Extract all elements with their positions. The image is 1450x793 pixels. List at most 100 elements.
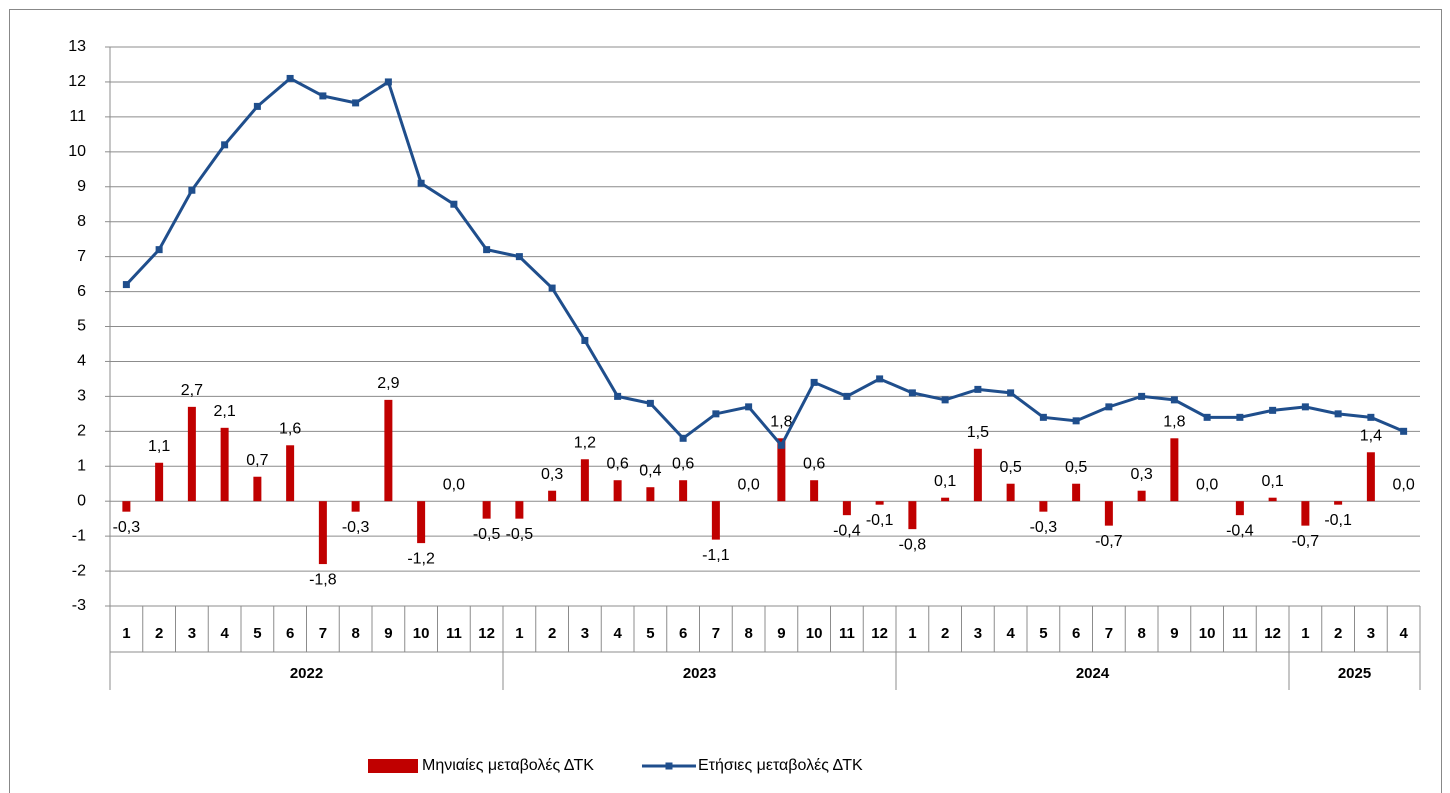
line-marker [1334,410,1342,418]
y-tick-label: -3 [72,597,86,614]
data-label: 0,0 [738,476,760,493]
data-label: 2,9 [377,375,399,392]
bar [417,501,426,544]
line-marker [1367,413,1375,421]
bar [155,462,164,502]
x-tick-label: 2 [1334,625,1342,642]
data-label: 0,6 [607,455,629,472]
line-marker [1007,389,1015,397]
line-marker [974,385,982,393]
line-marker [384,78,392,86]
x-tick-label: 3 [1367,625,1375,642]
y-tick-label: 2 [77,423,86,440]
x-tick-label: 4 [220,625,229,642]
line-marker [745,403,753,411]
bar [253,476,262,502]
line-marker [515,253,523,261]
line-marker [253,102,261,110]
line-marker [777,441,785,449]
bar [711,501,720,540]
line-marker [1039,413,1047,421]
line-marker [188,186,196,194]
x-tick-label: 12 [871,625,888,642]
x-tick-label: 4 [1006,625,1015,642]
bar [777,438,786,502]
x-tick-label: 11 [839,625,855,642]
bar [1268,497,1277,502]
line [125,76,1405,448]
data-label: 0,7 [246,452,268,469]
data-label: 1,5 [967,424,989,441]
line-marker [941,396,949,404]
data-label: -0,3 [113,519,141,536]
bar [1137,490,1146,502]
data-label: -0,3 [1030,519,1058,536]
bar [1334,501,1343,505]
data-label: -0,5 [473,526,501,543]
data-label: 0,5 [1065,459,1087,476]
x-tick-label: 8 [351,625,359,642]
line-marker [417,179,425,187]
y-tick-label: -1 [72,527,86,544]
x-tick-label: 3 [188,625,196,642]
bar [613,480,622,502]
y-tick-label: 9 [77,178,86,195]
group-label: 2022 [290,665,323,682]
bar [941,497,950,502]
y-tick-label: 0 [77,492,86,509]
bar [286,445,295,502]
bar [1072,483,1081,502]
x-tick-label: 6 [679,625,687,642]
data-label: -0,3 [342,519,370,536]
line-marker [908,389,916,397]
bar [646,487,655,502]
y-tick-label: 7 [77,248,86,265]
data-label: 0,6 [803,455,825,472]
bar [122,501,131,512]
legend-swatch-marker [665,762,673,770]
bar [580,459,589,502]
x-tick-label: 6 [286,625,294,642]
y-tick-label: 11 [69,108,86,125]
bar [679,480,688,502]
y-tick-label: -2 [72,562,86,579]
legend-label: Ετήσιες μεταβολές ΔΤΚ [698,757,863,774]
x-tick-label: 1 [122,625,130,642]
line-marker [1072,417,1080,425]
bar [1104,501,1113,526]
line-marker [1138,392,1146,400]
x-tick-label: 9 [384,625,392,642]
bar [548,490,557,502]
data-label: 1,4 [1360,427,1382,444]
y-tick-label: 13 [68,38,86,55]
bar [1006,483,1015,502]
data-label: -0,7 [1095,533,1123,550]
line-marker [352,99,360,107]
y-tick-label: 10 [68,143,86,160]
data-label: -0,1 [866,512,894,529]
line-marker [810,378,818,386]
data-label: -0,5 [506,526,534,543]
bar [515,501,524,519]
x-tick-label: 2 [941,625,949,642]
x-tick-label: 9 [777,625,785,642]
data-label: 1,6 [279,421,301,438]
data-label: 0,4 [639,462,661,479]
x-tick-label: 1 [1301,625,1309,642]
x-tick-label: 4 [613,625,622,642]
bar [842,501,851,516]
data-label: 2,7 [181,382,203,399]
group-label: 2025 [1338,665,1371,682]
data-label: 0,0 [443,476,465,493]
line-marker [876,375,884,383]
data-label: 0,3 [1131,466,1153,483]
x-tick-label: 11 [1232,625,1248,642]
x-tick-label: 8 [1137,625,1145,642]
x-tick-label: 3 [581,625,589,642]
line-marker [1105,403,1113,411]
data-label: -0,4 [833,522,861,539]
x-tick-label: 1 [908,625,916,642]
data-label: -0,4 [1226,522,1254,539]
x-tick-label: 10 [1199,625,1216,642]
